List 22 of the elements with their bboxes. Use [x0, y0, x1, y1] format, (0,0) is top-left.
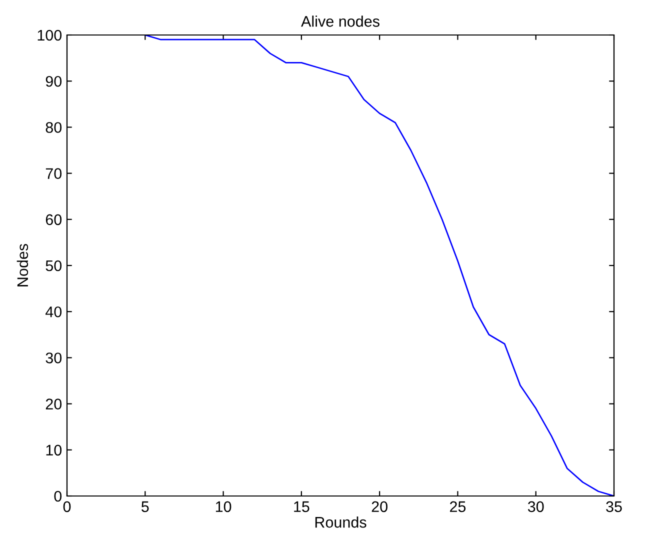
- y-tick-label: 10: [46, 444, 62, 456]
- y-tick-label: 50: [46, 260, 62, 272]
- x-axis-title: Rounds: [315, 516, 366, 528]
- x-tick-label: 5: [142, 501, 149, 512]
- x-tick-label: 20: [372, 501, 388, 512]
- y-tick-label: 70: [46, 168, 62, 179]
- x-tick-label: 25: [450, 501, 466, 512]
- x-tick-label: 10: [216, 501, 232, 512]
- chart-title: Alive nodes: [301, 16, 380, 27]
- y-tick-label: 60: [46, 214, 62, 226]
- y-axis-title: Nodes: [16, 244, 28, 286]
- y-tick-label: 0: [54, 490, 62, 502]
- y-tick-label: 100: [38, 30, 62, 41]
- y-tick-label: 20: [46, 398, 62, 410]
- y-tick-label: 90: [46, 76, 62, 87]
- y-tick-label: 80: [46, 122, 62, 133]
- x-tick-label: 30: [528, 501, 544, 512]
- x-tick-label: 0: [63, 501, 71, 512]
- y-tick-label: 40: [46, 306, 62, 318]
- x-tick-label: 15: [294, 501, 310, 512]
- x-tick-label: 35: [606, 501, 622, 512]
- y-tick-label: 30: [46, 352, 62, 364]
